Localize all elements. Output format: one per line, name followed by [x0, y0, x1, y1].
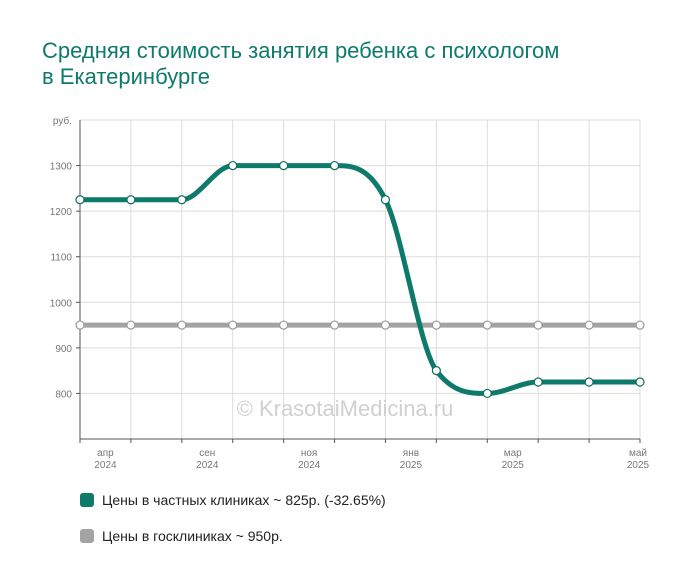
y-tick-label: 800: [55, 389, 72, 400]
data-point-private: [177, 195, 187, 205]
legend-label-public: Цены в госклиниках ~ 950р.: [102, 528, 283, 544]
data-point-public: [533, 320, 543, 330]
y-tick-label: 1000: [50, 298, 73, 309]
x-tick-label-month: ноя: [301, 448, 318, 459]
line-chart: 8009001000110012001300руб.апр2024сен2024…: [50, 115, 650, 470]
data-point-private: [279, 160, 289, 171]
data-point-public: [126, 320, 136, 330]
x-tick-label-year: 2024: [94, 460, 117, 470]
y-tick-label: 1300: [50, 162, 73, 173]
data-point-private: [228, 160, 238, 171]
x-tick-label-month: май: [629, 448, 647, 459]
data-point-public: [329, 320, 340, 330]
watermark: © KrasotaiMedicina.ru: [237, 396, 454, 421]
data-point-private: [482, 388, 492, 399]
y-tick-label: 1100: [50, 253, 72, 264]
x-tick-label-month: апр: [97, 448, 114, 459]
legend-swatch-public: [80, 529, 94, 543]
y-tick-label: 1200: [50, 207, 73, 218]
series-line-private: [77, 163, 643, 396]
legend: Цены в частных клиниках ~ 825р. (-32.65%…: [80, 490, 386, 546]
grid-lines: [80, 119, 641, 439]
legend-swatch-private: [80, 493, 94, 507]
x-tick-label-year: 2025: [400, 460, 423, 470]
data-point-private: [431, 366, 441, 376]
data-point-private: [635, 377, 645, 387]
x-tick-label-year: 2024: [196, 460, 219, 470]
data-point-public: [279, 320, 289, 330]
data-point-public: [177, 320, 187, 330]
data-point-private: [533, 377, 543, 387]
data-point-public: [431, 320, 441, 330]
y-tick-label: 900: [55, 344, 72, 355]
data-point-private: [584, 377, 594, 387]
x-tick-label-year: 2024: [298, 460, 321, 470]
legend-item-private[interactable]: Цены в частных клиниках ~ 825р. (-32.65%…: [80, 490, 386, 510]
data-point-private: [75, 195, 85, 205]
y-axis-unit-label: руб.: [53, 115, 72, 127]
chart-title: Средняя стоимость занятия ребенка с псих…: [42, 38, 560, 89]
data-point-public: [635, 320, 645, 330]
x-tick-label-month: мар: [504, 448, 522, 459]
data-point-public: [482, 320, 492, 330]
axes: 8009001000110012001300руб.апр2024сен2024…: [50, 115, 650, 470]
data-point-public: [75, 320, 85, 330]
legend-item-public[interactable]: Цены в госклиниках ~ 950р.: [80, 526, 386, 546]
series-layer: [75, 160, 645, 399]
data-point-private: [329, 160, 340, 171]
x-tick-label-month: янв: [403, 448, 419, 459]
x-tick-label-year: 2025: [502, 460, 525, 470]
data-point-private: [126, 195, 136, 205]
x-tick-label-month: сен: [199, 448, 215, 459]
legend-label-private: Цены в частных клиниках ~ 825р. (-32.65%…: [102, 492, 386, 508]
data-point-public: [228, 320, 238, 330]
x-tick-label-year: 2025: [627, 460, 650, 470]
data-point-public: [584, 320, 594, 330]
data-point-private: [380, 195, 391, 205]
data-point-public: [380, 320, 391, 330]
